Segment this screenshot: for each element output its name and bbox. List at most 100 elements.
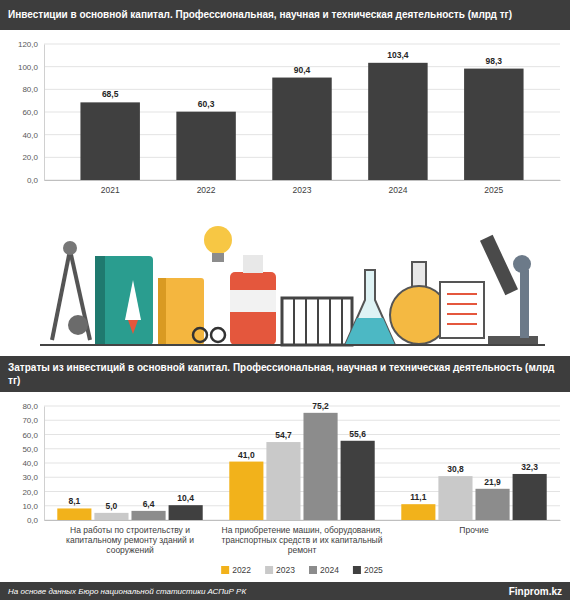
bar — [303, 413, 337, 520]
y-tick-label: 100,0 — [18, 63, 39, 72]
illustration-shape — [440, 282, 484, 338]
bar — [176, 112, 235, 180]
legend-item: 2023 — [265, 565, 295, 575]
y-tick: 0,0 — [27, 176, 39, 185]
y-tick: 0,0 — [27, 516, 39, 525]
illustration-shape — [204, 226, 232, 254]
bar — [57, 508, 91, 520]
grid-line — [44, 434, 560, 435]
illustration-shape — [193, 328, 207, 342]
data-label: 8,1 — [68, 496, 80, 506]
illustration-shape — [0, 200, 570, 354]
illustration-shape — [128, 320, 138, 334]
y-tick-label: 10,0 — [22, 502, 38, 511]
grid-line — [44, 448, 560, 449]
x-axis: 20212022202320242025 — [45, 181, 561, 196]
x-axis: На работы по строительству икапитальному… — [45, 521, 561, 556]
x-tick: 2023 — [293, 185, 312, 195]
text-line: капитальному ремонту зданий и — [66, 535, 194, 545]
y-tick: 40,0 — [22, 459, 38, 468]
bar — [94, 513, 128, 520]
illustration — [0, 200, 570, 354]
bar — [341, 441, 375, 520]
illustration-shape — [63, 241, 77, 255]
y-axis-line — [44, 45, 45, 181]
illustration-shape — [345, 318, 395, 345]
text-line: Затраты из инвестиций в основной капитал… — [8, 362, 555, 373]
title-bar — [0, 0, 570, 30]
y-tick: 40,0 — [22, 131, 38, 140]
data-label: 5,0 — [106, 501, 118, 511]
bar — [80, 102, 139, 180]
data-labels: 8,141,011,15,054,730,86,475,221,910,455,… — [68, 401, 538, 511]
grid-line — [44, 420, 560, 421]
x-tick-label: 2023 — [293, 185, 312, 195]
legend-label: 2025 — [364, 565, 383, 575]
x-tick-label: 2022 — [197, 185, 216, 195]
bar — [438, 476, 472, 520]
illustration-shape — [447, 323, 477, 325]
illustration-shape — [158, 278, 166, 345]
illustration-shape — [305, 298, 307, 345]
y-tick: 60,0 — [22, 431, 38, 440]
bar — [229, 462, 263, 520]
footer-bar — [0, 582, 570, 600]
illustration-shape — [520, 270, 529, 338]
legend-item: 2022 — [221, 565, 251, 575]
illustration-shape — [480, 235, 518, 295]
data-label: 60,3 — [198, 99, 215, 109]
data-label: 6,4 — [143, 499, 155, 509]
chart-2: 0,010,020,030,040,050,060,070,080,0На ра… — [22, 401, 560, 555]
y-tick: 70,0 — [22, 416, 38, 425]
grid-line — [44, 463, 560, 464]
text-line: транспортных средств и их капитальный — [222, 535, 383, 545]
y-tick-label: 0,0 — [27, 516, 39, 525]
data-label: 68,5 — [102, 89, 119, 99]
illustration-shape — [447, 293, 477, 295]
data-label: 75,2 — [312, 401, 329, 411]
chart-page: Инвестиции в основной капитал. Профессио… — [0, 0, 570, 600]
y-tick-label: 70,0 — [22, 416, 38, 425]
data-label: 21,9 — [484, 477, 501, 487]
bars — [80, 63, 523, 180]
x-axis-line — [45, 180, 561, 181]
illustration-shape — [282, 298, 352, 345]
brand: Finprom.kz — [509, 586, 562, 597]
data-label: 103,4 — [387, 50, 409, 60]
y-tick: 20,0 — [22, 153, 38, 162]
bar — [464, 69, 523, 180]
text-line: Прочие — [459, 525, 489, 535]
data-label: 41,0 — [238, 450, 255, 460]
y-tick-label: 80,0 — [22, 85, 38, 94]
illustration-shape — [341, 298, 343, 345]
x-tick-label: На работы по строительству икапитальному… — [66, 525, 194, 555]
legend-label: 2022 — [232, 565, 251, 575]
illustration-shape — [447, 303, 477, 305]
bar — [272, 78, 331, 180]
text-line: ремонт — [288, 545, 317, 555]
y-axis: 0,0 20,0 40,0 60,0 80,0 100,0 120,0 — [18, 40, 45, 185]
y-tick-label: 60,0 — [22, 431, 38, 440]
x-axis-line — [45, 520, 561, 521]
grid-line — [44, 477, 560, 478]
data-label: 32,3 — [521, 462, 538, 472]
illustration-shape — [329, 298, 331, 345]
grid-line — [44, 406, 560, 407]
illustration-shape — [488, 336, 538, 345]
y-tick-label: 120,0 — [18, 40, 39, 49]
x-tick-label: 2021 — [101, 185, 120, 195]
x-tick-label: 2025 — [484, 185, 503, 195]
illustration-shape — [40, 344, 545, 346]
illustration-shape — [230, 290, 276, 312]
bar — [266, 442, 300, 520]
y-axis-line — [44, 407, 45, 521]
illustration-shape — [95, 256, 105, 345]
legend-label: 2024 — [320, 565, 339, 575]
data-label: 54,7 — [275, 430, 292, 440]
data-labels: 68,560,390,4103,498,3 — [102, 50, 502, 109]
y-tick-label: 60,0 — [22, 108, 38, 117]
text-line: На работы по строительству и — [70, 525, 190, 535]
grid — [44, 44, 560, 180]
y-tick: 20,0 — [22, 488, 38, 497]
y-tick: 10,0 — [22, 502, 38, 511]
